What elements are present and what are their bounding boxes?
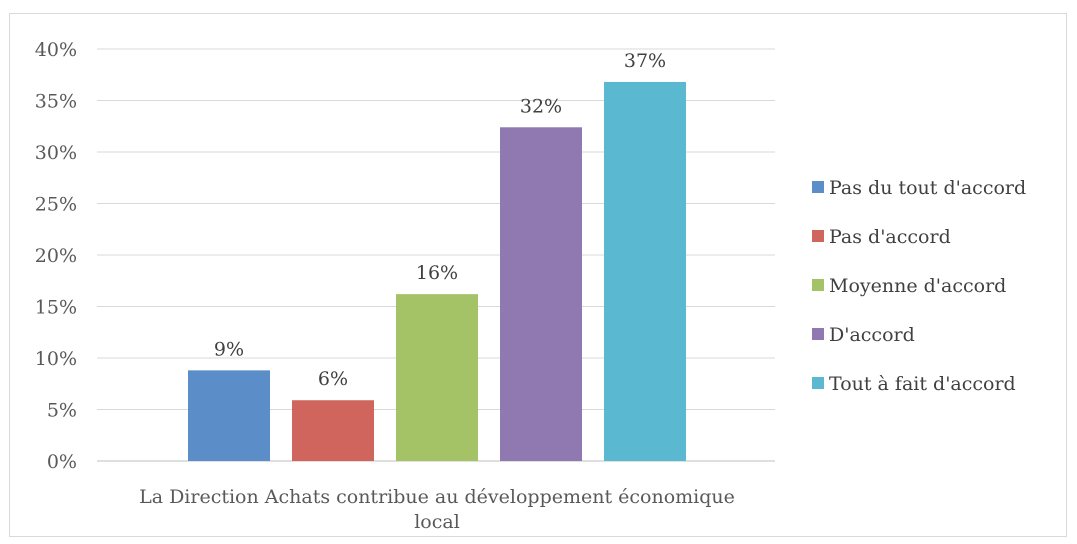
y-tick-label: 0% bbox=[47, 451, 77, 473]
y-tick-label: 10% bbox=[35, 348, 77, 370]
legend-label-1: Pas du tout d'accord bbox=[829, 177, 1026, 199]
bar-3 bbox=[396, 294, 478, 461]
bar-1 bbox=[188, 370, 270, 461]
legend-label-3: Moyenne d'accord bbox=[829, 275, 1006, 297]
bar-5 bbox=[604, 81, 686, 462]
legend-swatch-2 bbox=[812, 230, 824, 242]
y-tick-label: 35% bbox=[35, 91, 77, 113]
y-tick-label: 25% bbox=[35, 194, 77, 216]
legend-label-2: Pas d'accord bbox=[829, 226, 951, 248]
bar-2 bbox=[292, 400, 374, 461]
y-tick-label: 5% bbox=[47, 400, 77, 422]
legend: Pas du tout d'accord Pas d'accord Moyenne … bbox=[812, 177, 1026, 395]
legend-swatch-1 bbox=[812, 181, 824, 193]
data-label-5: 37% bbox=[624, 50, 666, 72]
x-axis: La Direction Achats contribue au dévelop… bbox=[139, 486, 735, 533]
data-label-2: 6% bbox=[318, 368, 348, 390]
y-tick-label: 40% bbox=[35, 39, 77, 61]
data-labels: 9% 6% 16% 32% 37% bbox=[214, 50, 666, 390]
y-tick-label: 20% bbox=[35, 245, 77, 267]
legend-swatch-3 bbox=[812, 279, 824, 291]
y-tick-label: 30% bbox=[35, 142, 77, 164]
y-axis: 0% 5% 10% 15% 20% 25% 30% 35% 40% bbox=[35, 39, 77, 473]
legend-label-4: D'accord bbox=[829, 324, 915, 346]
bar-4 bbox=[500, 127, 582, 461]
category-label-line-1: La Direction Achats contribue au dévelop… bbox=[139, 486, 735, 508]
legend-swatch-5 bbox=[812, 377, 824, 389]
legend-swatch-4 bbox=[812, 328, 824, 340]
category-label-line-2: local bbox=[414, 511, 460, 533]
data-label-1: 9% bbox=[214, 338, 244, 360]
y-tick-label: 15% bbox=[35, 297, 77, 319]
data-label-3: 16% bbox=[416, 262, 458, 284]
data-label-4: 32% bbox=[520, 95, 562, 117]
bars bbox=[188, 81, 686, 462]
legend-label-5: Tout à fait d'accord bbox=[829, 373, 1016, 395]
